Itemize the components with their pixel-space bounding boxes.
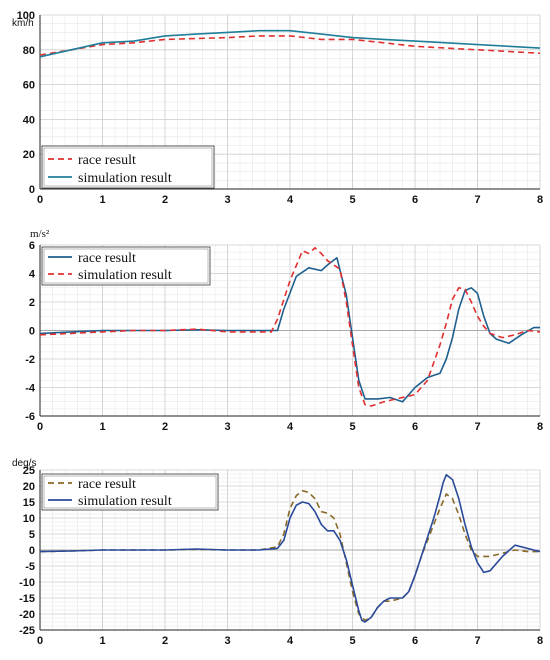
y-tick-label: 5 <box>29 529 35 541</box>
y-tick-label: 0 <box>29 184 35 196</box>
x-tick-label: 5 <box>349 635 355 647</box>
x-tick-label: 4 <box>287 194 294 206</box>
legend-inner-border <box>43 147 213 187</box>
x-tick-label: 3 <box>224 421 230 433</box>
x-tick-label: 1 <box>99 194 105 206</box>
y-tick-label: -4 <box>25 383 36 395</box>
y-tick-label: 100 <box>17 10 35 22</box>
legend-label: race result <box>78 477 136 492</box>
x-tick-label: 6 <box>412 421 418 433</box>
legend: race result simulation result <box>41 145 215 189</box>
x-tick-label: 1 <box>99 635 105 647</box>
legend-label: simulation result <box>78 268 172 283</box>
y-tick-label: 6 <box>29 240 35 252</box>
x-tick-label: 2 <box>162 421 168 433</box>
y-tick-label: 10 <box>23 513 35 525</box>
y-tick-label: 40 <box>23 114 35 126</box>
x-tick-label: 5 <box>349 421 355 433</box>
x-tick-label: 0 <box>37 421 43 433</box>
legend-box <box>41 473 219 511</box>
x-tick-label: 3 <box>224 635 230 647</box>
y-tick-label: -10 <box>19 577 35 589</box>
y-tick-label: 2 <box>29 297 35 309</box>
x-tick-label: 7 <box>474 635 480 647</box>
x-tick-label: 6 <box>412 194 418 206</box>
x-tick-label: 3 <box>224 194 230 206</box>
y-axis-unit-label: km/h <box>12 18 34 29</box>
y-tick-label: -15 <box>19 593 35 605</box>
x-tick-label: 6 <box>412 635 418 647</box>
y-axis-unit-label: deg/s <box>12 458 36 469</box>
x-tick-label: 8 <box>537 194 543 206</box>
x-tick-label: 0 <box>37 635 43 647</box>
x-tick-label: 2 <box>162 194 168 206</box>
y-axis-unit-label: m/s² <box>30 228 50 240</box>
x-tick-label: 4 <box>287 421 294 433</box>
y-tick-label: -2 <box>25 354 35 366</box>
y-tick-label: -5 <box>25 561 35 573</box>
legend-label: simulation result <box>78 171 172 186</box>
y-tick-label: 4 <box>29 269 36 281</box>
x-tick-label: 0 <box>37 194 43 206</box>
y-tick-label: 20 <box>23 149 35 161</box>
y-tick-label: 0 <box>29 545 35 557</box>
legend-inner-border <box>43 475 217 509</box>
legend-label: race result <box>78 251 136 266</box>
legend-label: simulation result <box>78 494 172 509</box>
series-line-simulation-result <box>39 29 541 58</box>
y-tick-label: 0 <box>29 326 35 338</box>
x-tick-label: 8 <box>537 421 543 433</box>
y-tick-label: 20 <box>23 481 35 493</box>
legend-box <box>41 246 211 286</box>
y-tick-label: 60 <box>23 80 35 92</box>
y-tick-label: -25 <box>19 625 35 637</box>
legend-label: race result <box>78 153 136 168</box>
series-line-race-result <box>39 35 541 56</box>
y-tick-label: 15 <box>23 497 35 509</box>
series-line-race-result <box>39 257 540 403</box>
legend-inner-border <box>43 248 209 284</box>
x-tick-label: 7 <box>474 421 480 433</box>
legend: race result simulation result <box>41 473 219 511</box>
x-tick-label: 2 <box>162 635 168 647</box>
legend-box <box>41 145 215 189</box>
x-tick-label: 1 <box>99 421 105 433</box>
legend: race result simulation result <box>41 246 211 286</box>
x-tick-label: 4 <box>287 635 294 647</box>
x-tick-label: 7 <box>474 194 480 206</box>
x-tick-label: 8 <box>537 635 543 647</box>
series-line-simulation-result <box>39 474 541 623</box>
y-tick-label: 25 <box>23 465 35 477</box>
x-tick-label: 5 <box>349 194 355 206</box>
y-tick-label: -6 <box>25 411 35 423</box>
y-tick-label: 80 <box>23 45 35 57</box>
y-tick-label: -20 <box>19 609 35 621</box>
